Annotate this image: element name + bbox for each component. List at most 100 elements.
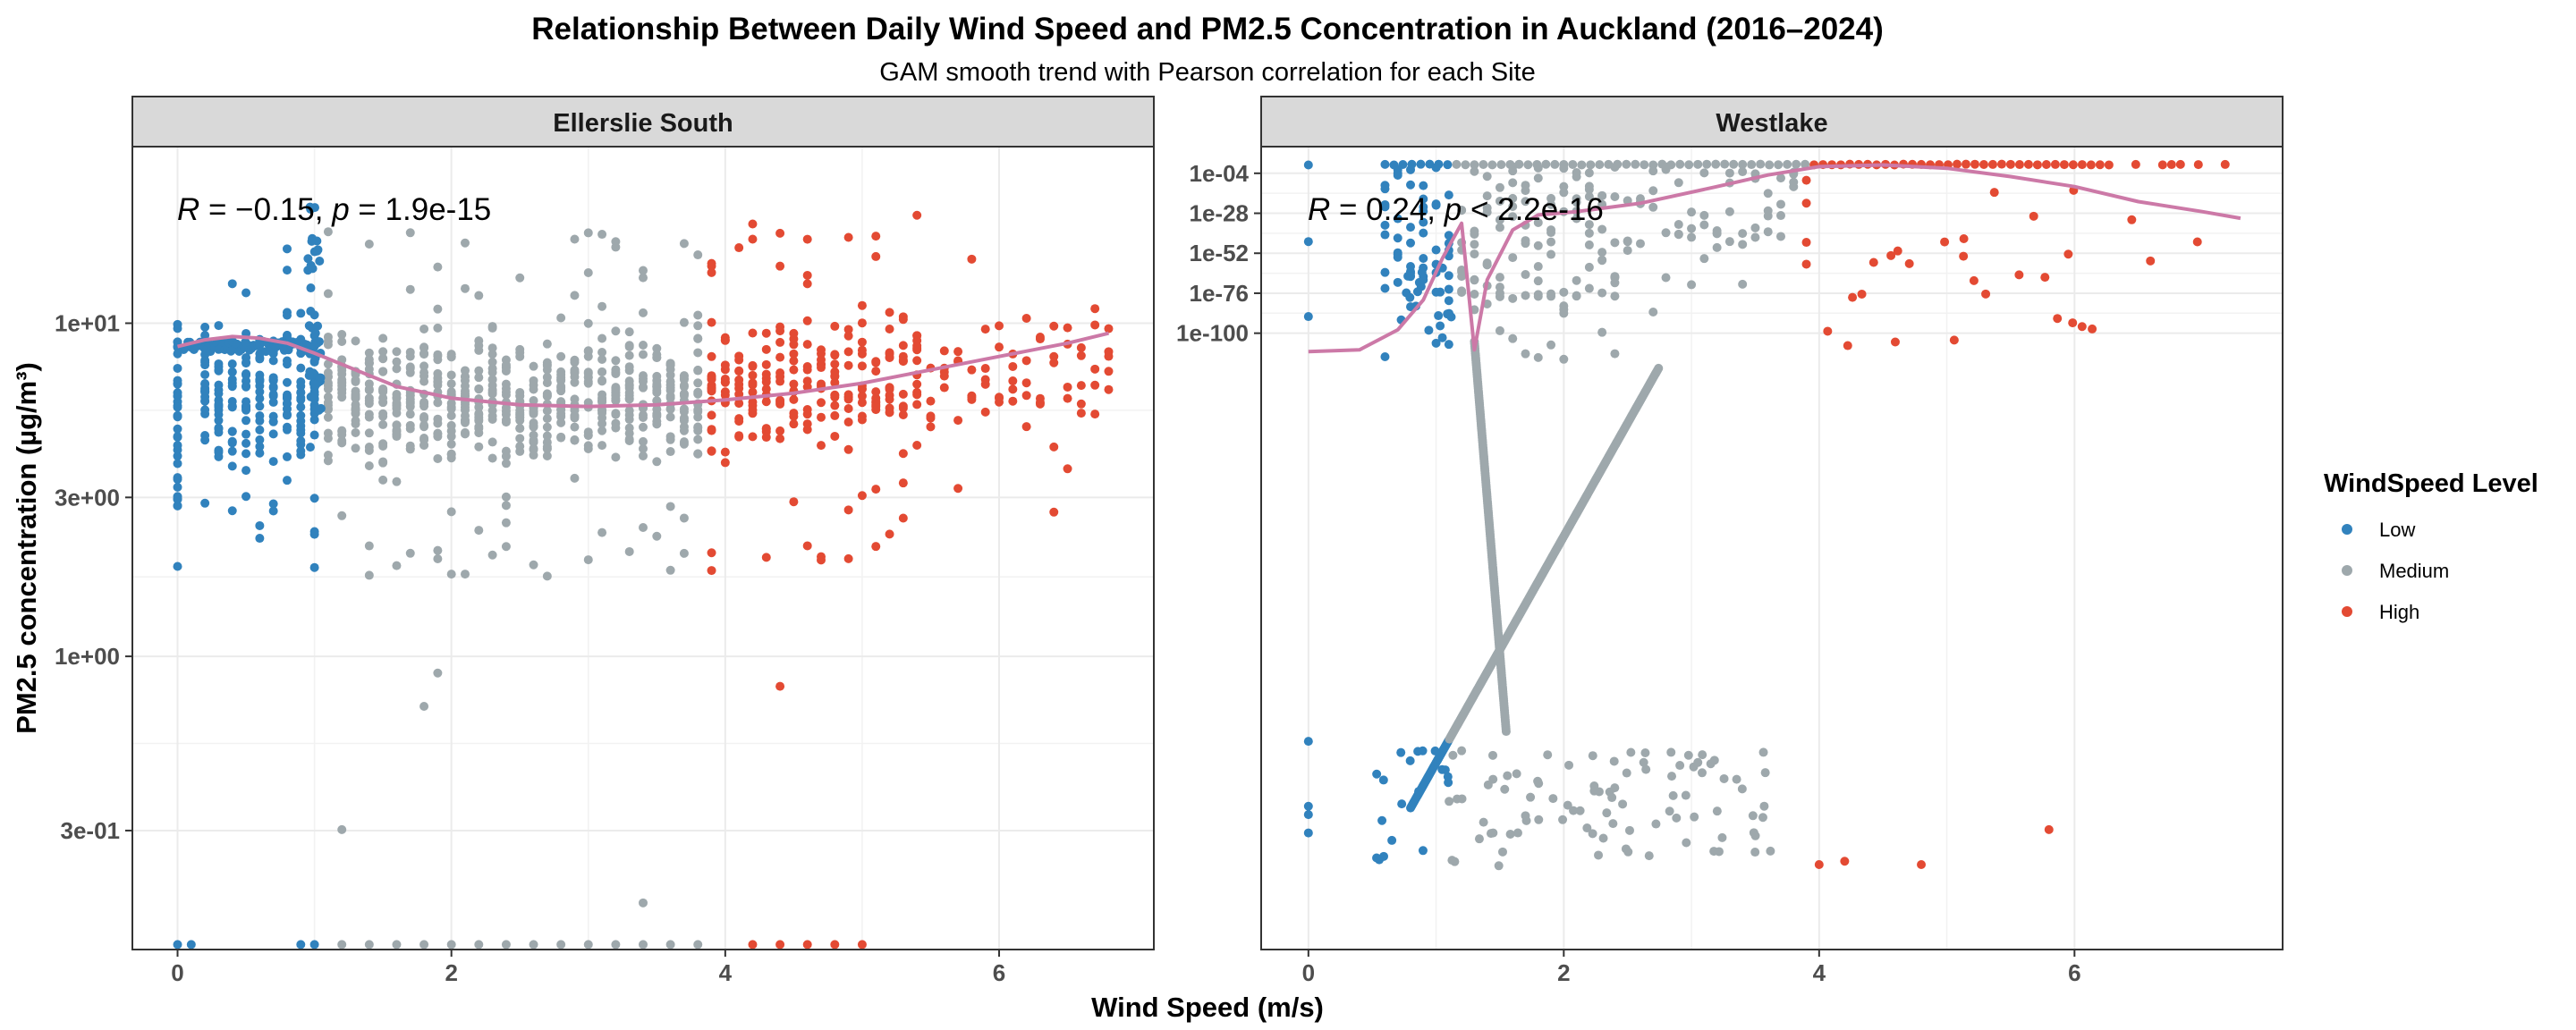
data-point — [433, 377, 443, 387]
data-point — [309, 562, 319, 572]
data-point — [1763, 189, 1773, 198]
data-point — [542, 414, 552, 424]
data-point — [542, 451, 552, 460]
data-point — [364, 240, 374, 249]
data-point — [1987, 159, 1997, 169]
data-point — [843, 403, 853, 413]
data-point — [597, 441, 607, 451]
data-point — [515, 434, 525, 443]
data-point — [1717, 832, 1727, 842]
data-point — [980, 364, 990, 374]
gam-smooth-line — [177, 331, 1109, 409]
data-point — [1457, 746, 1467, 756]
data-point — [200, 435, 210, 445]
data-point — [474, 402, 484, 412]
data-point — [995, 321, 1004, 331]
data-point — [707, 267, 716, 277]
data-point — [1559, 287, 1569, 297]
data-point — [1406, 165, 1416, 174]
data-point — [214, 401, 224, 410]
data-point — [1759, 801, 1769, 811]
data-point — [1533, 352, 1543, 362]
data-point — [1546, 249, 1556, 259]
data-point — [597, 347, 607, 357]
data-point — [312, 246, 322, 256]
data-point — [542, 372, 552, 382]
data-point — [789, 409, 799, 418]
data-point — [1417, 267, 1427, 277]
data-point — [1526, 792, 1536, 802]
data-point — [242, 405, 251, 415]
data-point — [802, 376, 812, 386]
data-point — [1622, 159, 1631, 169]
data-point — [323, 412, 333, 422]
data-point — [227, 381, 237, 391]
data-point — [378, 397, 388, 407]
legend-label-high: High — [2379, 601, 2419, 623]
data-point — [1610, 238, 1620, 248]
points-westlake — [1303, 159, 2230, 871]
data-point — [1589, 786, 1599, 796]
data-point — [446, 432, 456, 442]
data-point — [1457, 794, 1467, 804]
data-point — [707, 548, 716, 558]
data-point — [1814, 859, 1824, 869]
data-point — [885, 384, 894, 394]
data-point — [611, 356, 621, 366]
data-point — [912, 335, 922, 345]
data-point — [214, 416, 224, 426]
data-point — [707, 351, 716, 361]
data-point — [474, 373, 484, 383]
data-point — [351, 405, 360, 415]
data-point — [1801, 159, 1810, 169]
data-point — [1651, 819, 1661, 829]
data-point — [2104, 160, 2114, 170]
data-point — [707, 410, 716, 420]
data-point — [1597, 255, 1607, 265]
data-point — [1303, 237, 1313, 247]
data-point — [871, 485, 881, 494]
data-point — [789, 340, 799, 350]
data-point — [1729, 159, 1739, 169]
data-point — [542, 390, 552, 400]
data-point — [1665, 806, 1674, 816]
data-point — [446, 439, 456, 449]
data-point — [1775, 199, 1785, 209]
data-point — [1724, 207, 1734, 216]
data-point — [282, 244, 292, 254]
data-point — [1380, 181, 1390, 190]
data-point — [487, 367, 497, 377]
data-point — [1674, 178, 1683, 188]
data-point — [802, 425, 812, 435]
data-point — [173, 494, 182, 504]
data-point — [789, 379, 799, 389]
data-point — [939, 371, 949, 381]
data-point — [857, 415, 867, 425]
data-point — [2053, 314, 2063, 324]
data-point — [1416, 159, 1426, 169]
data-point — [720, 377, 730, 387]
data-point — [1639, 757, 1648, 767]
data-point — [173, 376, 182, 385]
data-point — [1749, 828, 1758, 838]
data-point — [1840, 857, 1850, 866]
data-point — [1479, 817, 1488, 827]
data-point — [487, 375, 497, 384]
data-point — [1378, 775, 1388, 785]
data-point — [1021, 378, 1031, 388]
data-point — [1666, 747, 1676, 757]
data-point — [1693, 159, 1703, 169]
data-point — [1021, 313, 1031, 323]
data-point — [1546, 193, 1556, 203]
data-point — [611, 940, 621, 950]
data-point — [2023, 159, 2033, 169]
data-point — [1380, 352, 1390, 362]
data-point — [1758, 813, 1767, 823]
data-point — [693, 378, 703, 388]
data-point — [1584, 220, 1594, 230]
data-point — [1675, 159, 1685, 169]
data-point — [460, 283, 470, 293]
data-point — [1546, 199, 1556, 209]
data-point — [665, 412, 675, 422]
data-point — [1533, 173, 1543, 183]
